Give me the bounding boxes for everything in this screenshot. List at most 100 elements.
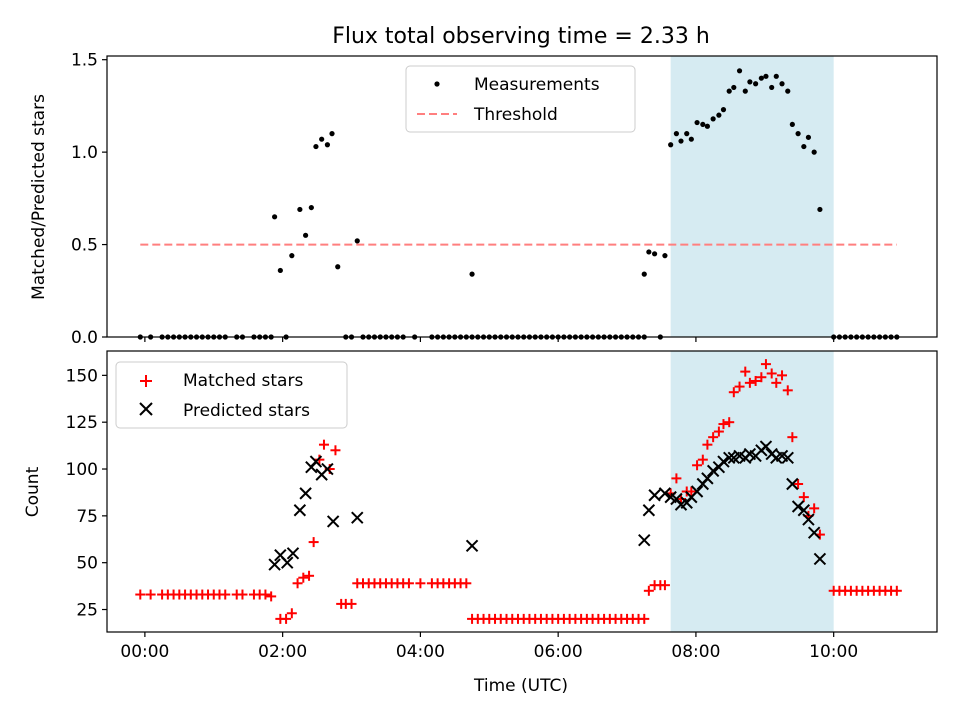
measurement-point (308, 204, 314, 211)
top-legend: Measurements Threshold (405, 65, 636, 133)
matched-star-point (346, 598, 357, 609)
bottom-y-tick-label: 150 (66, 366, 98, 386)
matched-star-point (702, 439, 713, 450)
predicted-star-point (281, 556, 294, 569)
bottom-y-tick-label: 100 (66, 460, 98, 480)
measurement-point (801, 143, 807, 150)
measurement-point (726, 88, 732, 94)
matched-star-point (145, 589, 156, 600)
top-y-tick-label: 0.5 (71, 236, 98, 256)
predicted-star-point (326, 515, 340, 528)
bottom-x-ticks: 00:00 02:00 04:00 06:00 08:00 10:00 (120, 632, 858, 662)
matched-star-point (461, 578, 472, 589)
matched-star-point (718, 419, 729, 430)
matched-star-point (728, 387, 739, 398)
matched-star-point (659, 580, 670, 591)
top-legend-box (405, 65, 636, 133)
matched-star-point (750, 375, 761, 386)
matched-star-point (643, 585, 654, 596)
predicted-star-point (286, 547, 300, 560)
measurement-point (641, 271, 647, 277)
predicted-star-point (759, 440, 773, 453)
matched-star-point (740, 366, 751, 377)
matched-star-point (298, 572, 309, 583)
chart-title: Flux total observing time = 2.33 h (332, 24, 710, 49)
predicted-star-point (723, 451, 736, 464)
measurement-point (678, 138, 684, 144)
measurement-point (716, 112, 722, 118)
predicted-star-point (717, 455, 730, 468)
matched-star-point (692, 460, 703, 471)
measurement-point (673, 131, 680, 137)
matched-star-point (708, 432, 719, 443)
matched-star-point (292, 578, 303, 589)
legend-matched-label: Matched stars (183, 371, 303, 391)
measurement-point (773, 73, 779, 79)
matched-star-point (281, 613, 292, 624)
matched-star-point (286, 608, 297, 619)
measurement-point (769, 84, 775, 91)
x-tick-label: 04:00 (396, 642, 445, 662)
predicted-star-point (309, 455, 323, 468)
measurement-point (817, 206, 823, 213)
measurement-point (694, 119, 700, 126)
matched-star-point (403, 578, 414, 589)
measurement-point (688, 136, 694, 142)
matched-star-point (697, 454, 708, 465)
predicted-star-point (658, 487, 672, 500)
matched-star-point (220, 589, 231, 600)
x-tick-label: 00:00 (120, 642, 169, 662)
measurement-point (277, 267, 283, 274)
measurement-point (736, 68, 743, 74)
x-tick-label: 06:00 (534, 642, 583, 662)
predicted-star-point (786, 477, 799, 491)
measurement-point (297, 206, 303, 213)
predicted-star-point (465, 539, 479, 553)
measurement-point (469, 271, 475, 277)
predicted-stars-series (268, 440, 827, 571)
bottom-panel: 25 50 75 100 125 150 00:00 02:00 04:00 06:00 08:0… (23, 350, 938, 696)
top-panel: 0.0 0.5 1.0 1.5 Matched/Predicted stars Mea… (29, 51, 938, 348)
measurement-point (747, 79, 753, 85)
legend-predicted-marker (139, 402, 153, 416)
predicted-star-point (781, 451, 794, 464)
bottom-y-tick-label: 125 (66, 413, 98, 433)
measurement-point (324, 142, 331, 148)
matched-star-point (260, 589, 271, 600)
predicted-star-point (791, 500, 805, 513)
matched-star-point (734, 381, 745, 392)
measurement-point (646, 249, 652, 255)
measurement-point (651, 251, 658, 257)
bottom-axes-frame (106, 350, 938, 633)
predicted-star-point (813, 552, 827, 566)
predicted-star-point (638, 533, 651, 547)
measurement-point (700, 121, 706, 128)
measurement-point (731, 84, 737, 91)
matched-star-point (304, 570, 315, 581)
measurement-point (710, 116, 716, 122)
measurement-point (313, 143, 319, 150)
predicted-star-point (701, 472, 714, 485)
bottom-y-tick-label: 50 (76, 554, 98, 574)
matched-star-point (891, 585, 902, 596)
matched-star-point (135, 589, 146, 600)
matched-star-point (318, 439, 329, 450)
predicted-star-point (807, 526, 821, 539)
predicted-star-point (648, 489, 661, 502)
matched-star-point (237, 589, 248, 600)
matched-star-point (639, 613, 650, 624)
measurement-point (335, 264, 341, 270)
measurement-point (303, 232, 309, 238)
bottom-y-ticks: 25 50 75 100 125 150 (66, 366, 107, 621)
measurement-point (684, 131, 690, 137)
top-y-axis-label: Matched/Predicted stars (29, 94, 49, 300)
measurement-point (805, 134, 812, 140)
top-y-tick-label: 1.0 (71, 143, 98, 163)
matched-star-point (713, 426, 724, 437)
matched-star-point (330, 445, 341, 456)
measurement-point (720, 107, 727, 113)
measurement-point (795, 131, 801, 137)
predicted-star-point (351, 511, 364, 524)
top-x-ticks (144, 337, 835, 342)
